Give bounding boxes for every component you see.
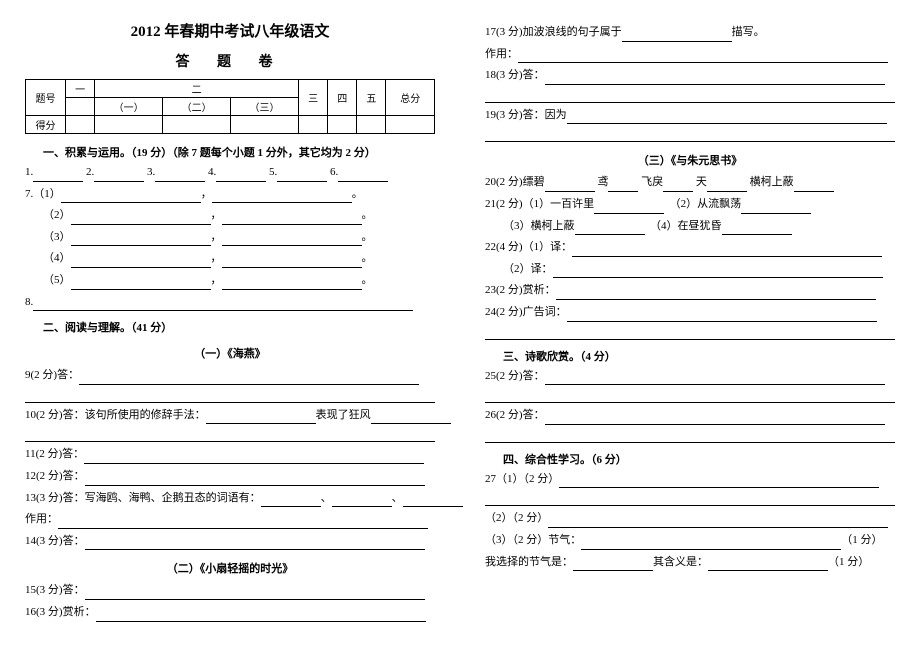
blank (485, 326, 895, 340)
q14: 14(3 分)答： (25, 533, 435, 551)
q24: 24(2 分)广告词： (485, 304, 895, 322)
section-3-heading: 三、诗歌欣赏。（4 分） (503, 348, 895, 364)
p2-title: （二）《小扇轻摇的时光》 (25, 560, 435, 576)
n2: 2. (86, 166, 94, 178)
q18: 18(3 分)答： (485, 67, 895, 85)
q12: 12(2 分)答： (25, 468, 435, 486)
q27-1: 27（1）（2 分） (485, 471, 895, 489)
th-label: 题号 (26, 80, 66, 116)
q13b: 作用： (25, 511, 435, 529)
blank (485, 389, 895, 403)
section-4-heading: 四、综合性学习。（6 分） (503, 451, 895, 467)
q17c: 作用： (485, 46, 895, 64)
q7-3: （3），。 (25, 229, 435, 247)
q7-5: （5），。 (25, 272, 435, 290)
col-1: 一 (66, 80, 95, 98)
q7-1: 7.（1），。 (25, 186, 435, 204)
col-2: 二 (95, 80, 299, 98)
score-table: 题号 一 二 三 四 五 总分 （一） （二） （三） 得分 (25, 79, 435, 134)
empty-cell (66, 98, 95, 116)
q6-line: 1. 2. 3. 4. 5. 6. (25, 164, 435, 182)
q11: 11(2 分)答： (25, 446, 435, 464)
n5: 5. (269, 166, 277, 178)
blank (485, 429, 895, 443)
section-2-heading: 二、阅读与理解。（41 分） (43, 319, 435, 335)
main-title: 2012 年春期中考试八年级语文 (25, 20, 435, 41)
q27-2: （2）（2 分） (485, 510, 895, 528)
col-6: 总分 (386, 80, 435, 116)
sub-1: （一） (95, 98, 163, 116)
n4: 4. (208, 166, 216, 178)
q19: 19(3 分)答：因为 (485, 107, 895, 125)
n6: 6. (330, 166, 338, 178)
blank (485, 89, 895, 103)
blank (25, 428, 435, 442)
col-5: 五 (357, 80, 386, 116)
sub-2: （二） (163, 98, 231, 116)
score-label: 得分 (26, 116, 66, 134)
col-4: 四 (328, 80, 357, 116)
q15: 15(3 分)答： (25, 582, 435, 600)
col-3: 三 (299, 80, 328, 116)
n3: 3. (147, 166, 155, 178)
q9: 9(2 分)答： (25, 367, 435, 385)
blank (25, 389, 435, 403)
q8: 8. (25, 294, 435, 312)
q13: 13(3 分)答：写海鸥、海鸭、企鹅丑态的词语有：、、 (25, 490, 435, 508)
q10: 10(2 分)答：该句所使用的修辞手法：表现了狂风 (25, 407, 435, 425)
q22: 22(4 分)（1）译： (485, 239, 895, 257)
q20: 20(2 分)缥碧 鸢 飞戾 天 横柯上蔽 (485, 174, 895, 192)
subtitle: 答 题 卷 (25, 51, 435, 71)
q27-3a: （3）（2 分）节气：（1 分） (485, 532, 895, 550)
q22b: （2）译： (485, 261, 895, 279)
q27-3c: 我选择的节气是：其含义是：（1 分） (485, 554, 895, 572)
q16: 16(3 分)赏析： (25, 604, 435, 622)
section-1-heading: 一、积累与运用。（19 分）（除 7 题每个小题 1 分外，其它均为 2 分） (43, 144, 435, 160)
p1-title: （一）《海燕》 (25, 345, 435, 361)
n1: 1. (25, 166, 33, 178)
q17: 17(3 分)加波浪线的句子属于描写。 (485, 24, 895, 42)
p3-title: （三）《与朱元思书》 (485, 152, 895, 168)
q21-34: （3）横柯上蔽 （4）在昼犹昏 (485, 218, 895, 236)
blank (485, 128, 895, 142)
sub-3: （三） (231, 98, 299, 116)
q25: 25(2 分)答： (485, 368, 895, 386)
blank (485, 492, 895, 506)
q7-4: （4），。 (25, 250, 435, 268)
q7-2: （2），。 (25, 207, 435, 225)
q26: 26(2 分)答： (485, 407, 895, 425)
q21-12: 21(2 分)（1）一百许里 （2）从流飘荡 (485, 196, 895, 214)
q23: 23(2 分)赏析： (485, 282, 895, 300)
